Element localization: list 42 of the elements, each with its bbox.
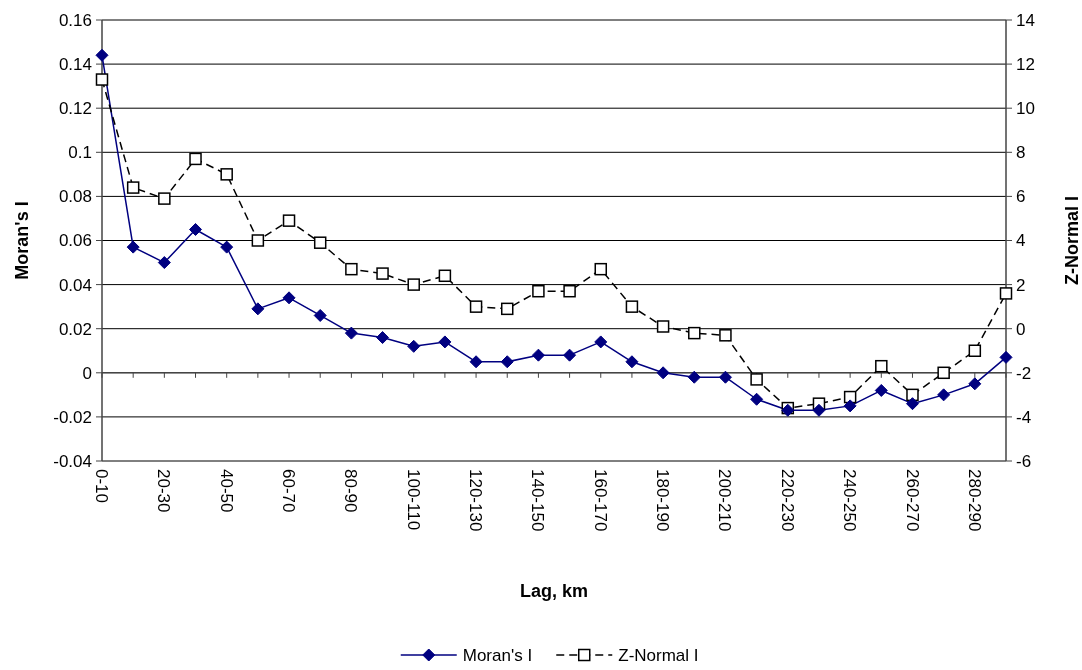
y2-axis-title: Z-Normal I — [1062, 195, 1082, 286]
y-tick-label: 0.16 — [58, 10, 92, 30]
y-tick-label: 0.1 — [68, 143, 92, 163]
x-tick-label: 280-290 — [964, 469, 984, 532]
x-tick-label: 80-90 — [341, 469, 361, 513]
y-tick-label: 0.08 — [58, 187, 92, 207]
x-tick-label: 20-30 — [154, 469, 174, 513]
legend-label: Moran's I — [462, 645, 533, 665]
y2-tick-label: 2 — [1016, 275, 1026, 295]
x-tick-label: 220-230 — [777, 469, 797, 532]
x-axis-title: Lag, km — [519, 581, 589, 601]
x-tick-label: 240-250 — [840, 469, 860, 532]
x-tick-label: 120-130 — [466, 469, 486, 532]
x-tick-label: 100-110 — [403, 469, 423, 531]
y-tick-label: 0.02 — [58, 319, 92, 339]
x-tick-label: 140-150 — [528, 469, 548, 532]
x-tick-label: 200-210 — [715, 469, 735, 532]
x-tick-label: 60-70 — [279, 469, 299, 513]
y-tick-label: 0.06 — [58, 231, 92, 251]
y2-tick-label: 8 — [1016, 143, 1026, 163]
y-tick-label: -0.02 — [53, 407, 92, 427]
legend-label: Z-Normal I — [618, 645, 699, 665]
y2-tick-label: 12 — [1016, 55, 1035, 75]
y-tick-label: -0.04 — [53, 451, 92, 471]
y-tick-label: 0.12 — [58, 99, 92, 119]
x-tick-label: 40-50 — [216, 469, 236, 513]
y-axis-title: Moran's I — [12, 201, 32, 280]
y2-tick-label: 4 — [1016, 231, 1026, 251]
y-tick-label: 0.04 — [58, 275, 92, 295]
y2-tick-label: 14 — [1016, 10, 1035, 30]
y2-tick-label: -6 — [1016, 451, 1032, 471]
x-tick-label: 0-10 — [92, 469, 112, 504]
y2-tick-label: 10 — [1016, 99, 1035, 119]
x-tick-label: 260-270 — [902, 469, 922, 532]
y-tick-label: 0.14 — [58, 55, 92, 75]
y2-tick-label: 6 — [1016, 187, 1026, 207]
y2-tick-label: -2 — [1016, 363, 1032, 383]
x-tick-label: 180-190 — [653, 469, 673, 532]
x-tick-label: 160-170 — [590, 469, 610, 532]
y2-tick-label: 0 — [1016, 319, 1026, 339]
y2-tick-label: -4 — [1016, 407, 1032, 427]
y-tick-label: 0 — [82, 363, 92, 383]
